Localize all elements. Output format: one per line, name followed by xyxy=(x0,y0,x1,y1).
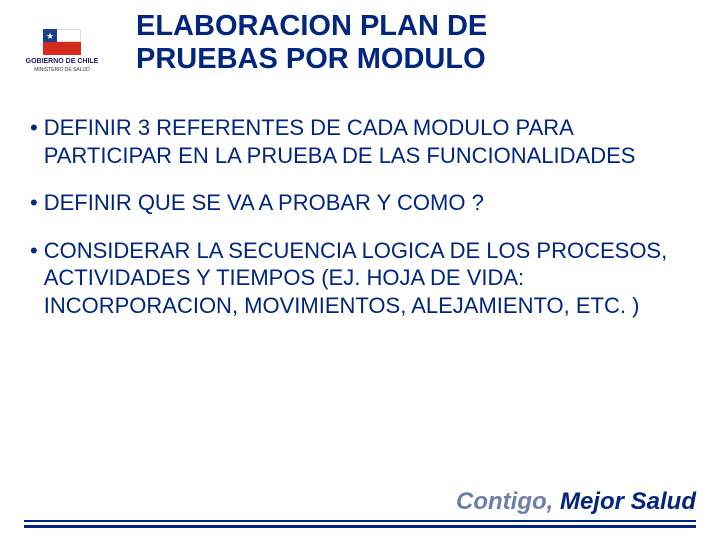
bullet-item: • CONSIDERAR LA SECUENCIA LOGICA DE LOS … xyxy=(30,237,690,320)
bullet-marker-icon: • xyxy=(30,189,38,217)
gov-label-line1: GOBIERNO DE CHILE xyxy=(26,58,99,66)
bullet-text: DEFINIR QUE SE VA A PROBAR Y COMO ? xyxy=(44,189,690,217)
footer-part2: Mejor Salud xyxy=(560,488,696,515)
footer-divider-thin xyxy=(24,520,696,522)
bullet-item: • DEFINIR 3 REFERENTES DE CADA MODULO PA… xyxy=(30,114,690,169)
bullet-text: CONSIDERAR LA SECUENCIA LOGICA DE LOS PR… xyxy=(44,237,690,320)
chile-flag-icon: ★ xyxy=(43,29,81,55)
footer-slogan: Contigo, Mejor Salud xyxy=(24,488,696,516)
content-area: • DEFINIR 3 REFERENTES DE CADA MODULO PA… xyxy=(0,86,720,319)
slide-title-line1: ELABORACION PLAN DE xyxy=(136,10,487,43)
bullet-marker-icon: • xyxy=(30,114,38,169)
bullet-marker-icon: • xyxy=(30,237,38,320)
gov-logo: ★ GOBIERNO DE CHILE MINISTERIO DE SALUD xyxy=(16,16,108,86)
header: ★ GOBIERNO DE CHILE MINISTERIO DE SALUD … xyxy=(0,0,720,86)
footer-divider-thick xyxy=(24,525,696,528)
footer-part1: Contigo, xyxy=(456,488,560,515)
footer: Contigo, Mejor Salud xyxy=(0,488,720,528)
bullet-item: • DEFINIR QUE SE VA A PROBAR Y COMO ? xyxy=(30,189,690,217)
title-block: ELABORACION PLAN DE PRUEBAS POR MODULO xyxy=(136,10,487,77)
slide-title-line2: PRUEBAS POR MODULO xyxy=(136,43,487,76)
gov-label-line2: MINISTERIO DE SALUD xyxy=(34,67,90,73)
bullet-text: DEFINIR 3 REFERENTES DE CADA MODULO PARA… xyxy=(44,114,690,169)
